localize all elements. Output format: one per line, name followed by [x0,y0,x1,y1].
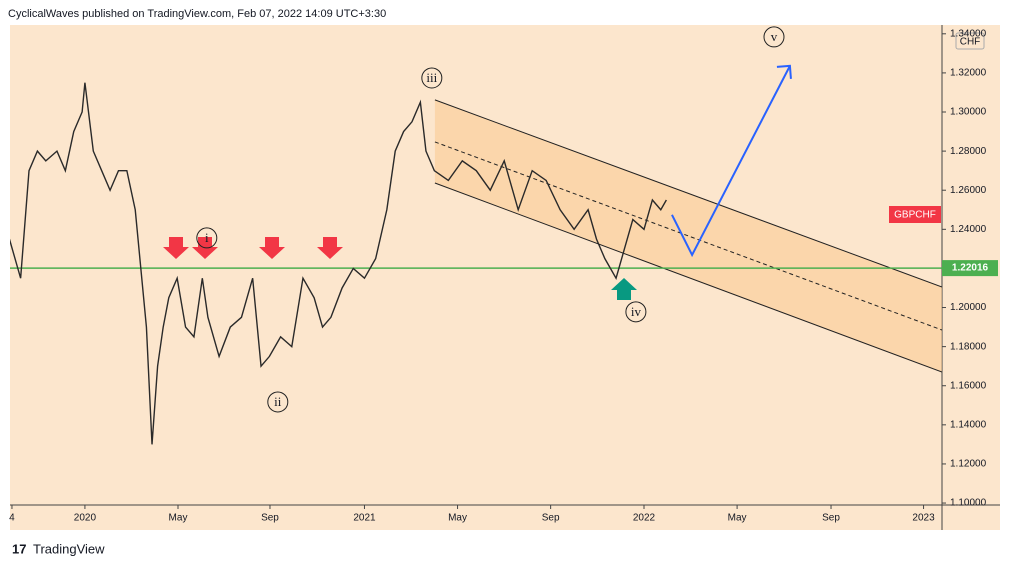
y-tick-label: 1.20000 [950,302,987,313]
x-tick-label: May [448,513,467,524]
level-badge [942,260,998,277]
wave-circle [196,227,218,249]
x-tick-label: May [728,513,747,524]
y-tick-label: 1.14000 [950,419,987,430]
y-tick-label: 1.30000 [950,107,987,118]
wave-label: i [205,230,209,245]
wave-label: ii [274,394,282,409]
wave-circle [763,26,785,48]
y-tick-label: 1.16000 [950,380,987,391]
x-tick-label: May [169,513,188,524]
wave-circle [421,67,443,89]
y-tick-label: 1.34000 [950,28,987,39]
x-tick-label: 2021 [353,513,376,524]
plot [10,64,942,445]
symbol-label: GBPCHF [894,210,936,221]
currency-box [955,32,985,50]
level-label: 1.22016 [952,263,989,274]
channel-lower [434,182,942,373]
y-tick-label: 1.32000 [950,68,987,79]
up-arrow [611,278,637,300]
channel-upper [434,99,942,288]
x-tick-label: Sep [261,513,279,524]
wave-label: iv [631,304,642,319]
down-arrow [259,237,285,259]
x-tick-label: 4 [9,513,15,524]
y-tick-label: 1.12000 [950,459,987,470]
footer: TradingView [33,541,105,556]
wave-circle [625,301,647,323]
channel-fill [434,99,942,373]
x-tick-label: Sep [542,513,560,524]
x-tick-label: 2020 [74,513,97,524]
y-tick-label: 1.24000 [950,224,987,235]
channel-middle [434,141,942,331]
y-tick-label: 1.28000 [950,146,987,157]
wave-label: v [771,29,778,44]
wave-label: iii [426,70,437,85]
price-line [10,82,667,445]
header: CyclicalWaves published on TradingView.c… [8,8,386,20]
y-tick-label: 1.10000 [950,498,987,509]
down-arrow [317,237,343,259]
x-tick-label: 2022 [633,513,656,524]
symbol-badge [889,206,941,223]
y-tick-label: 1.26000 [950,185,987,196]
projection-arrowhead [776,64,792,79]
down-arrow [163,237,189,259]
logo-mark: 17 [12,541,26,556]
x-tick-label: 2023 [912,513,935,524]
y-tick-label: 1.18000 [950,341,987,352]
currency-label: CHF [960,37,981,48]
x-tick-label: Sep [822,513,840,524]
logo: 17 [12,541,26,556]
wave-circle [267,391,289,413]
projection-line [671,65,791,258]
